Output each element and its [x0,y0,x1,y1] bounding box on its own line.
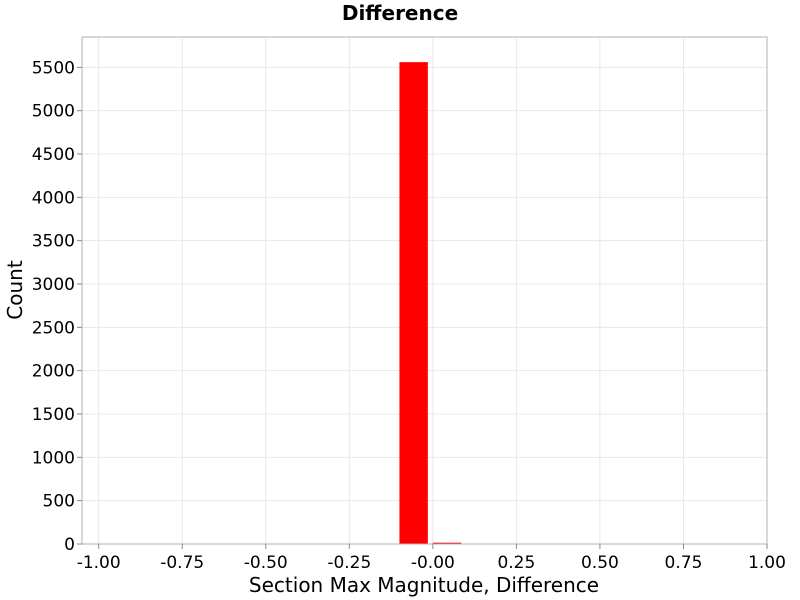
x-tick-label: -0.75 [160,553,204,573]
histogram-bar [432,542,462,544]
histogram-bar [399,62,428,545]
x-tick-label: 0.75 [665,553,703,573]
y-tick-label: 0 [64,535,75,555]
x-tick-label: 0.50 [581,553,619,573]
y-tick-label: 3500 [32,232,75,252]
chart-title: Difference [342,1,458,25]
y-tick-label: 4500 [32,145,75,165]
y-tick-label: 5500 [32,58,75,78]
x-tick-label: -1.00 [77,553,121,573]
plot-frame [81,36,768,545]
bars [399,62,462,545]
y-tick-label: 1500 [32,405,75,425]
y-tick-label: 3000 [32,275,75,295]
y-tick-label: 5000 [32,102,75,122]
x-tick-label: -0.50 [244,553,288,573]
x-tick-label: 1.00 [748,553,786,573]
y-tick-label: 1000 [32,448,75,468]
x-axis-ticks: -1.00 -0.75 -0.50 -0.25 -0.00 0.25 0.50 0.75 1.0… [77,544,786,573]
y-axis-ticks: 0 500 1000 1500 2000 2500 3000 3500 4000 4500 5000… [32,58,82,555]
x-tick-label: -0.25 [327,553,371,573]
x-tick-label: -0.00 [411,553,455,573]
y-tick-label: 2500 [32,318,75,338]
y-axis-label: Count [3,260,27,320]
y-tick-label: 4000 [32,188,75,208]
x-tick-label: 0.25 [497,553,535,573]
y-tick-label: 2000 [32,362,75,382]
y-tick-label: 500 [43,492,75,512]
x-axis-label: Section Max Magnitude, Difference [249,573,599,597]
